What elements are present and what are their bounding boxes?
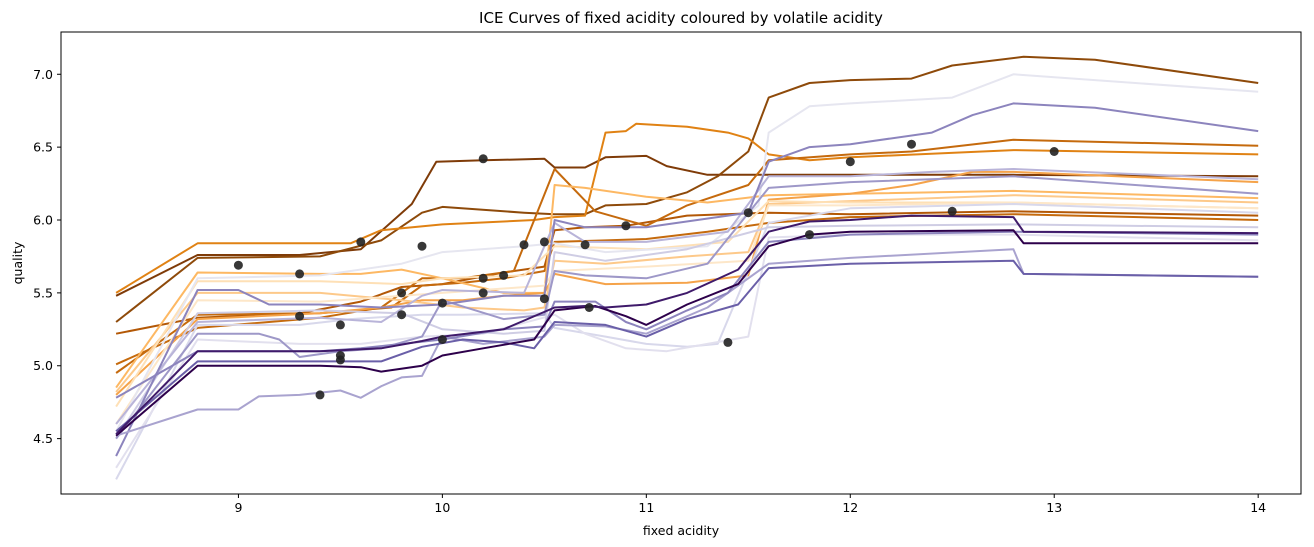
data-point-10 bbox=[397, 310, 407, 320]
data-point-2 bbox=[295, 269, 305, 279]
y-tick-label: 4.5 bbox=[33, 431, 53, 446]
ice-curve-4 bbox=[115, 122, 1259, 294]
data-point-1 bbox=[233, 260, 243, 270]
data-point-25 bbox=[743, 208, 753, 218]
data-point-16 bbox=[478, 288, 488, 298]
y-tick-label: 5.0 bbox=[33, 358, 53, 373]
data-point-8 bbox=[356, 237, 366, 247]
x-axis-label: fixed acidity bbox=[643, 523, 720, 538]
ice-curve-17 bbox=[115, 175, 1259, 440]
ice-curve-11 bbox=[115, 201, 1259, 425]
data-point-14 bbox=[478, 154, 488, 164]
y-axis-ticks: 4.5 5.0 5.5 6.0 6.5 7.0 bbox=[33, 67, 61, 446]
x-tick-label: 12 bbox=[842, 500, 858, 515]
data-point-29 bbox=[947, 206, 957, 216]
data-point-19 bbox=[539, 237, 549, 247]
data-point-11 bbox=[417, 241, 427, 251]
x-tick-label: 10 bbox=[434, 500, 450, 515]
ice-curve-8 bbox=[115, 170, 1259, 396]
data-point-13 bbox=[437, 335, 447, 344]
data-point-5 bbox=[335, 320, 345, 330]
x-tick-label: 14 bbox=[1250, 500, 1266, 515]
ice-curve-10 bbox=[115, 200, 1259, 408]
ice-curve-13 bbox=[115, 203, 1259, 480]
ice-curve-16 bbox=[115, 168, 1259, 425]
data-point-28 bbox=[907, 139, 916, 149]
y-tick-label: 5.5 bbox=[33, 285, 53, 300]
ice-curve-7 bbox=[115, 184, 1259, 389]
data-point-21 bbox=[580, 240, 590, 250]
ice-curve-23 bbox=[115, 214, 1259, 435]
observed-points bbox=[233, 139, 1059, 400]
y-axis-label: quality bbox=[10, 241, 25, 284]
data-point-17 bbox=[499, 270, 509, 280]
ice-curve-21 bbox=[115, 259, 1259, 433]
x-tick-label: 13 bbox=[1046, 500, 1062, 515]
data-point-3 bbox=[295, 311, 305, 321]
data-point-27 bbox=[845, 157, 855, 167]
data-point-18 bbox=[519, 240, 529, 250]
data-point-30 bbox=[1049, 147, 1059, 156]
data-point-15 bbox=[478, 273, 488, 283]
y-tick-label: 6.0 bbox=[33, 213, 53, 228]
y-tick-label: 7.0 bbox=[33, 67, 53, 82]
data-point-23 bbox=[621, 221, 631, 231]
data-point-9 bbox=[397, 288, 407, 298]
chart-title: ICE Curves of fixed acidity coloured by … bbox=[479, 9, 883, 27]
y-tick-label: 6.5 bbox=[33, 140, 53, 155]
data-point-7 bbox=[335, 355, 345, 365]
data-point-24 bbox=[723, 337, 733, 347]
data-point-22 bbox=[584, 303, 594, 312]
data-point-12 bbox=[437, 298, 447, 308]
axes-frame bbox=[60, 31, 1302, 495]
data-point-26 bbox=[805, 230, 814, 240]
x-tick-label: 11 bbox=[638, 500, 654, 515]
ice-curve-12 bbox=[115, 73, 1259, 432]
ice-curve-18 bbox=[115, 102, 1259, 457]
x-axis-ticks: 9 10 11 12 13 14 bbox=[234, 494, 1266, 515]
ice-curves bbox=[115, 55, 1259, 480]
data-point-4 bbox=[315, 390, 325, 400]
data-point-20 bbox=[539, 294, 549, 304]
x-tick-label: 9 bbox=[234, 500, 242, 515]
